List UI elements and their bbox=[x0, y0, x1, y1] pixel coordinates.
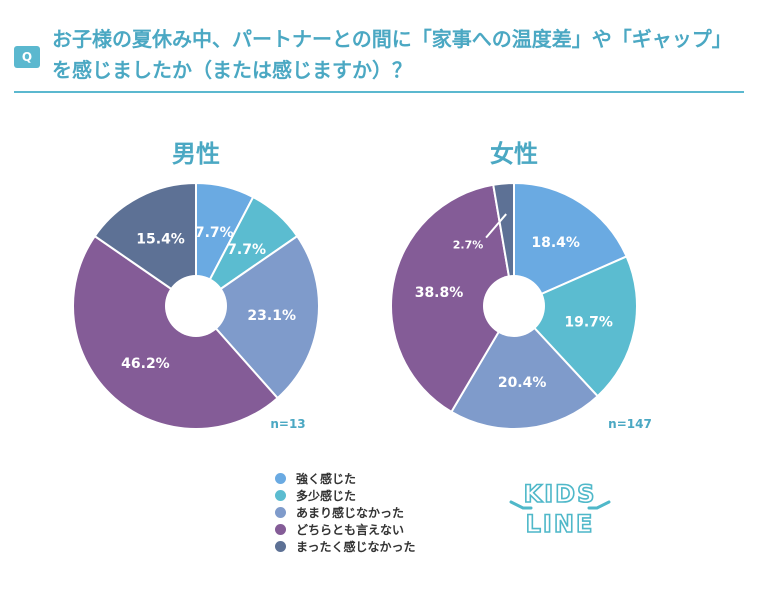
pie-chart: 7.7%7.7% 23.1% 46.2% 15.4% bbox=[72, 181, 320, 430]
donut-hole bbox=[483, 275, 545, 337]
data-label: 38.8% bbox=[415, 285, 464, 301]
pie-chart: 18.4% 19.7% 20.4% 38.8% 2.7% bbox=[390, 181, 638, 430]
legend-swatch bbox=[275, 541, 286, 552]
pie-slice bbox=[512, 255, 638, 398]
logo-figure-icon bbox=[509, 500, 611, 510]
pie-slice bbox=[492, 181, 515, 307]
data-label: 7.7% bbox=[227, 242, 266, 258]
data-label: 19.7% bbox=[564, 314, 613, 330]
pie-slice bbox=[72, 234, 279, 430]
pie-slice bbox=[390, 183, 516, 414]
data-label: 23.1% bbox=[247, 308, 296, 324]
kidsline-logo: KIDS LINE bbox=[509, 479, 611, 539]
donut-hole bbox=[165, 275, 227, 337]
data-label: 46.2% bbox=[121, 356, 170, 372]
legend-item: あまり感じなかった bbox=[275, 504, 416, 521]
pie-slice bbox=[194, 234, 320, 400]
legend-item: どちらとも言えない bbox=[275, 521, 416, 538]
logo-text-bottom: LINE bbox=[526, 510, 595, 538]
logo-text-top: KIDS bbox=[524, 480, 597, 508]
legend-label: あまり感じなかった bbox=[296, 506, 405, 520]
data-label: 18.4% bbox=[531, 235, 580, 251]
question-badge: Q bbox=[14, 46, 40, 68]
pie-slice bbox=[450, 304, 600, 430]
data-label: 20.4% bbox=[498, 375, 547, 391]
leader-line bbox=[485, 213, 507, 239]
title-divider bbox=[14, 91, 744, 93]
data-label: 15.4% bbox=[136, 231, 185, 247]
legend-swatch bbox=[275, 490, 286, 501]
legend-item: まったく感じなかった bbox=[275, 538, 416, 555]
legend-label: 多少感じた bbox=[296, 489, 357, 503]
legend-swatch bbox=[275, 524, 286, 535]
legend-item: 強く感じた bbox=[275, 470, 416, 487]
legend-label: まったく感じなかった bbox=[296, 540, 416, 554]
sample-size: n=13 bbox=[270, 417, 305, 431]
data-label: 2.7% bbox=[453, 239, 484, 252]
question-title: お子様の夏休み中、パートナーとの間に「家事への温度差」や「ギャップ」 を感じまし… bbox=[52, 27, 732, 82]
legend-label: どちらとも言えない bbox=[296, 523, 405, 537]
chart-title: 女性 bbox=[490, 140, 538, 168]
legend-swatch bbox=[275, 507, 286, 518]
chart-title: 男性 bbox=[172, 140, 220, 168]
legend-item: 多少感じた bbox=[275, 487, 416, 504]
legend: 強く感じた 多少感じた あまり感じなかった どちらとも言えない まったく感じなか… bbox=[275, 470, 416, 555]
sample-size: n=147 bbox=[608, 417, 652, 431]
data-label: 7.7% bbox=[195, 225, 234, 241]
legend-label: 強く感じた bbox=[296, 472, 357, 486]
pie-slice bbox=[513, 181, 628, 308]
legend-swatch bbox=[275, 473, 286, 484]
pie-slice bbox=[93, 181, 197, 308]
